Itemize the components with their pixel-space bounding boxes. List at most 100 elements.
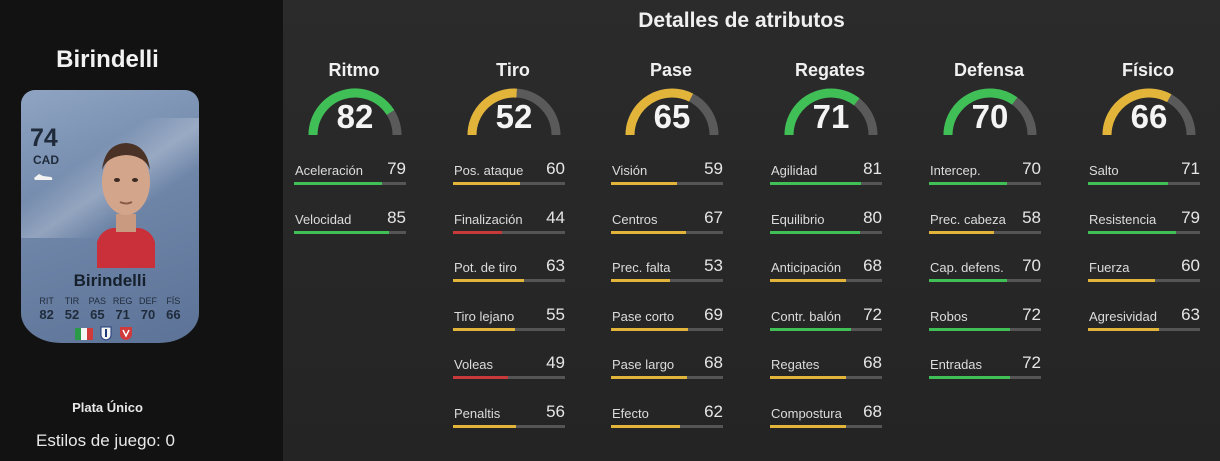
gauge-fill [1102,88,1172,136]
attribute-label: Fuerza [1089,260,1130,275]
card-rarity: Plata Único [72,400,143,415]
attribute-bar [453,425,565,428]
category-value: 71 [812,98,850,135]
attribute-bar-fill [453,279,524,282]
italy-flag-icon [75,327,93,340]
attribute-row: Aceleración 79 [294,159,406,193]
attribute-bar-fill [453,425,516,428]
attribute-bar-fill [453,376,508,379]
attribute-bar [770,231,882,234]
attribute-row: Visión 59 [611,159,723,193]
attribute-value: 58 [1022,208,1041,227]
card-badges [75,326,133,341]
attribute-row: Prec. cabeza 58 [929,208,1041,242]
attribute-row: Resistencia 79 [1088,208,1200,242]
attribute-label: Pot. de tiro [454,260,517,275]
category-value: 52 [495,98,533,135]
attribute-row: Entradas 72 [929,353,1041,387]
attribute-bar-fill [453,182,521,185]
attribute-value: 59 [704,159,723,178]
attribute-row: Finalización 44 [453,208,565,242]
attribute-label: Equilibrio [771,212,825,227]
attribute-label: Visión [612,163,648,178]
attribute-details-panel: Detalles de atributos Ritmo 82 Aceleración… [283,0,1220,461]
attribute-bar-fill [1088,231,1177,234]
attribute-value: 56 [546,402,565,421]
attribute-bar [770,425,882,428]
attribute-value: 79 [1181,208,1200,227]
category-title: Físico [1121,60,1174,80]
attribute-bar-fill [453,231,503,234]
attribute-row: Agilidad 81 [770,159,882,193]
card-stat-grid: RIT 82 TIR 52 PAS 65 REG 71 DEF 70 FÍS 66 [34,296,186,322]
attribute-bar-fill [770,182,861,185]
attribute-value: 72 [1022,305,1041,324]
attribute-bar [611,376,723,379]
attribute-bar-fill [611,231,687,234]
attribute-row: Pos. ataque 60 [453,159,565,193]
attribute-label: Pos. ataque [454,163,524,178]
attribute-label: Velocidad [295,212,352,227]
attribute-bar-fill [770,425,847,428]
attribute-bar [770,182,882,185]
attribute-label: Penaltis [454,406,501,421]
attribute-row: Anticipación 68 [770,256,882,290]
category-column-4: Defensa 70 Intercep. 70 Prec. cabeza 58 Cap. d… [919,60,1069,379]
category-title: Regates [794,60,866,80]
attribute-bar [453,328,565,331]
attribute-row: Equilibrio 80 [770,208,882,242]
category-gauge: 70 [940,87,1040,139]
attribute-value: 55 [546,305,565,324]
gauge-fill [943,88,1018,136]
attribute-bar [1088,328,1200,331]
category-column-5: Físico 66 Salto 71 Resistencia 79 Fuerza 60 Agre… [1078,60,1220,331]
attribute-label: Anticipación [771,260,842,275]
category-value: 82 [336,98,374,135]
attribute-value: 44 [546,208,565,227]
category-title: Defensa [953,60,1025,80]
attribute-bar [611,279,723,282]
attribute-value: 62 [704,402,723,421]
attribute-row: Penaltis 56 [453,402,565,436]
player-name: Birindelli [56,46,159,73]
category-column-3: Regates 71 Agilidad 81 Equilibrio 80 Anticipac… [760,60,910,428]
attribute-bar [453,231,565,234]
attribute-row: Regates 68 [770,353,882,387]
category-column-1: Tiro 52 Pos. ataque 60 Finalización 44 Pot. de… [443,60,593,428]
attribute-row: Centros 67 [611,208,723,242]
attribute-bar-fill [611,328,689,331]
playstyles-count[interactable]: Estilos de juego: 0 [36,431,175,450]
attribute-value: 60 [1181,256,1200,275]
player-card[interactable]: 74 CAD Birindelli RIT 82 TIR 52 PAS 65 REG 7… [21,90,199,343]
card-stat: RIT 82 [39,296,54,322]
category-title: Pase [649,60,693,80]
attribute-bar-fill [1088,328,1159,331]
attribute-bar [929,182,1041,185]
attribute-label: Aceleración [295,163,363,178]
category-gauge: 66 [1099,87,1199,139]
category-title: Tiro [496,60,530,80]
attribute-label: Agresividad [1089,309,1157,324]
attribute-bar [294,231,406,234]
attribute-row: Agresividad 63 [1088,305,1200,339]
attribute-label: Agilidad [771,163,818,178]
league-logo-icon [100,326,112,341]
card-position: CAD [33,153,59,167]
attribute-bar [929,279,1041,282]
attribute-label: Intercep. [930,163,981,178]
attribute-value: 53 [704,256,723,275]
card-rating: 74 [30,124,58,152]
attribute-bar-fill [611,376,688,379]
attribute-label: Contr. balón [771,309,842,324]
attribute-row: Prec. falta 53 [611,256,723,290]
attribute-bar-fill [611,279,671,282]
attribute-label: Prec. falta [612,260,671,275]
attribute-row: Velocidad 85 [294,208,406,242]
attribute-value: 68 [863,256,882,275]
attribute-row: Robos 72 [929,305,1041,339]
attribute-row: Cap. defens. 70 [929,256,1041,290]
card-stat: FÍS 66 [166,296,181,322]
attribute-value: 63 [546,256,565,275]
attribute-value: 72 [863,305,882,324]
attribute-label: Efecto [612,406,649,421]
